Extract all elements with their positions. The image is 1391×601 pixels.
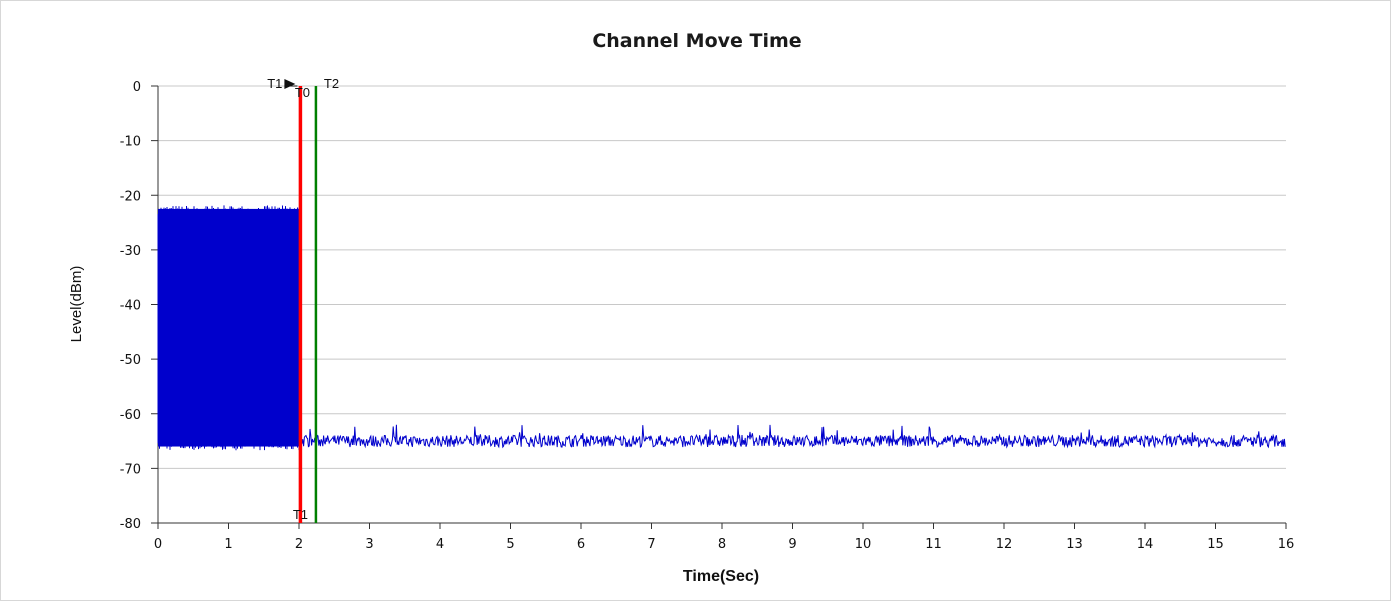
x-tick-label: 4: [436, 537, 444, 552]
markers-layer: T1 T0 T2 T1: [267, 76, 339, 523]
gridlines: [158, 85, 1286, 469]
y-tick-label: 0: [133, 80, 141, 95]
marker-label-t2: T2: [324, 76, 339, 91]
x-tick-label: 11: [925, 537, 942, 552]
x-tick-label: 12: [996, 537, 1013, 552]
y-tick-label: -40: [120, 299, 141, 314]
marker-label-t1-bottom: T1: [293, 507, 308, 522]
y-tick-label: -30: [120, 244, 141, 259]
x-tick-label: 16: [1278, 537, 1295, 552]
x-tick-label: 3: [365, 537, 373, 552]
x-tick-label: 2: [295, 537, 303, 552]
x-tick-label: 6: [577, 537, 585, 552]
x-tick-label: 15: [1207, 537, 1224, 552]
marker-label-t1-top: T1: [267, 76, 282, 91]
x-tick-label: 14: [1137, 537, 1154, 552]
series-layer: [157, 205, 1286, 451]
x-tick-label: 13: [1066, 537, 1083, 552]
chart-title: Channel Move Time: [592, 30, 801, 52]
marker-label-t0: T0: [295, 85, 310, 100]
y-tick-label: -20: [120, 189, 141, 204]
x-axis-label: Time(Sec): [683, 568, 759, 585]
y-tick-label: -50: [120, 353, 141, 368]
x-tick-label: 0: [154, 537, 162, 552]
marker-arrow-icon: [284, 79, 296, 89]
burst-edges: [157, 205, 300, 451]
axes: 0-10-20-30-40-50-60-70-800 1 2 3 4 5 6 7 8 9 10 11 1…: [120, 80, 1295, 552]
x-tick-label: 10: [855, 537, 872, 552]
y-tick-label: -80: [120, 517, 141, 532]
x-tick-label: 9: [788, 537, 796, 552]
y-tick-label: -70: [120, 462, 141, 477]
noise-floor-line: [299, 424, 1286, 449]
y-tick-label: -10: [120, 135, 141, 150]
y-axis-label: Level(dBm): [68, 266, 85, 343]
x-tick-label: 5: [506, 537, 514, 552]
x-tick-label: 8: [718, 537, 726, 552]
y-tick-label: -60: [120, 408, 141, 423]
x-tick-label: 1: [224, 537, 232, 552]
x-tick-label: 7: [647, 537, 655, 552]
